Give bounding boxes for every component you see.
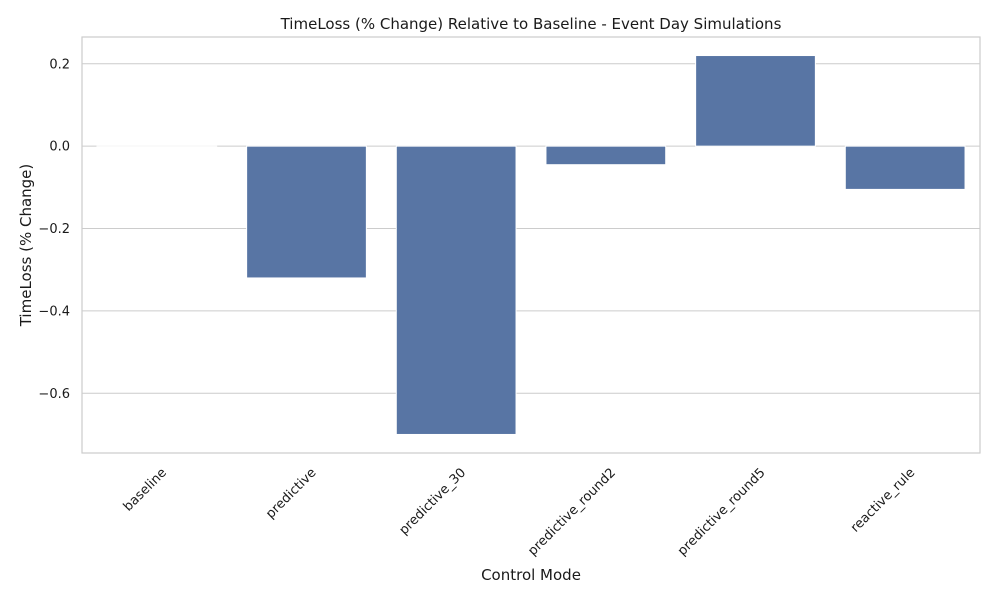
plot-frame <box>81 36 981 454</box>
x-tick-labels: baseline predictive predictive_30 predictiv… <box>121 465 918 559</box>
grid-lines <box>82 63 980 394</box>
bar-predictive-round2 <box>545 145 667 166</box>
x-tick-label: predictive <box>263 465 319 521</box>
x-tick-label: predictive_30 <box>397 465 470 538</box>
y-tick-label: −0.4 <box>38 304 70 319</box>
chart-title: TimeLoss (% Change) Relative to Baseline… <box>280 15 782 33</box>
x-tick-label: reactive_rule <box>848 465 918 535</box>
y-tick-labels: 0.2 0.0 −0.2 −0.4 −0.6 <box>38 57 70 402</box>
y-tick-label: −0.2 <box>38 222 70 237</box>
x-axis-label: Control Mode <box>481 566 581 584</box>
y-tick-label: −0.6 <box>38 387 70 402</box>
bar-predictive <box>246 145 367 279</box>
x-tick-label: predictive_round2 <box>525 465 619 559</box>
x-tick-label: predictive_round5 <box>675 465 769 559</box>
bar-predictive-round5 <box>695 55 816 147</box>
y-axis-label: TimeLoss (% Change) <box>17 164 35 328</box>
x-tick-label: baseline <box>121 465 170 514</box>
y-tick-label: 0.0 <box>49 140 70 155</box>
y-tick-label: 0.2 <box>49 57 70 72</box>
bar-predictive-30 <box>395 145 517 435</box>
bars <box>96 55 966 435</box>
bar-reactive-rule <box>844 145 966 190</box>
